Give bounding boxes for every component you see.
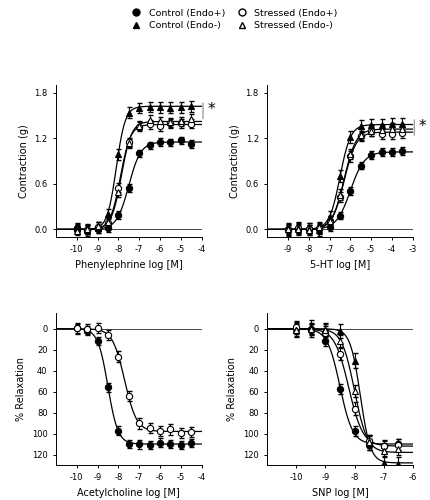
Legend: Control (Endo+), Control (Endo-), Stressed (Endo+), Stressed (Endo-): Control (Endo+), Control (Endo-), Stress…: [123, 4, 341, 34]
X-axis label: Acetylcholine log [M]: Acetylcholine log [M]: [77, 488, 180, 498]
Text: *: *: [207, 102, 215, 117]
Y-axis label: % Relaxation: % Relaxation: [227, 357, 237, 421]
X-axis label: 5-HT log [M]: 5-HT log [M]: [310, 260, 370, 270]
Y-axis label: Contraction (g): Contraction (g): [19, 124, 29, 198]
X-axis label: SNP log [M]: SNP log [M]: [312, 488, 369, 498]
X-axis label: Phenylephrine log [M]: Phenylephrine log [M]: [75, 260, 183, 270]
Text: *: *: [419, 118, 426, 134]
Y-axis label: % Relaxation: % Relaxation: [16, 357, 26, 421]
Y-axis label: Contraction (g): Contraction (g): [230, 124, 240, 198]
